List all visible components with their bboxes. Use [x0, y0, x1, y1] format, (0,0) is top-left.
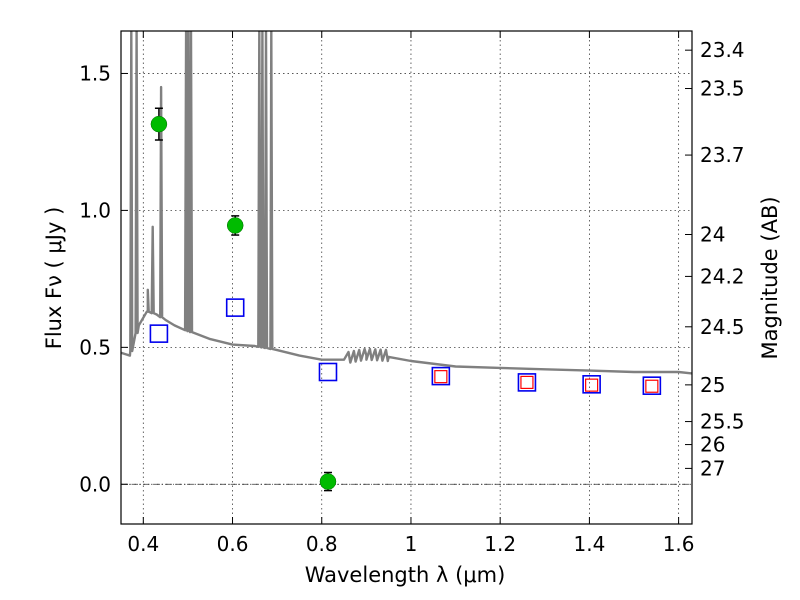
- data-points-layer: [149, 107, 662, 492]
- model-flux-small-square: [520, 375, 534, 389]
- model-flux-small-square: [434, 370, 448, 384]
- y-tick-label: 1.0: [79, 198, 111, 222]
- right-axis-label: Magnitude (AB): [758, 196, 782, 359]
- x-axis-label: Wavelength λ (μm): [305, 563, 506, 587]
- model-flux-square: [431, 366, 451, 386]
- y-tick-label: 1.5: [79, 61, 111, 85]
- y-axis-ticks: 0.0 0.5 1.0 1.5: [79, 61, 128, 496]
- right-tick-label: 25.5: [700, 410, 745, 434]
- model-flux-small-square: [645, 379, 659, 393]
- plot-area: [121, 31, 692, 524]
- model-flux-square: [149, 324, 169, 343]
- y-tick-label: 0.0: [79, 472, 111, 496]
- y-axis-label: Flux Fν ( μJy ): [42, 207, 66, 350]
- model-flux-square: [642, 376, 662, 395]
- x-tick-label: 1.2: [484, 532, 516, 556]
- observed-flux-point: [226, 217, 244, 234]
- observed-flux-point: [150, 115, 168, 133]
- model-spectrum-line: [121, 31, 692, 375]
- right-tick-label: 27: [700, 456, 725, 480]
- x-tick-label: 0.4: [127, 532, 159, 556]
- model-flux-square: [318, 362, 338, 382]
- plot-frame: [120, 30, 693, 525]
- right-tick-label: 23.5: [700, 77, 745, 101]
- observed-flux-point: [319, 473, 337, 490]
- model-flux-square: [517, 373, 537, 392]
- x-tick-label: 1.6: [663, 532, 695, 556]
- right-tick-label: 24.2: [700, 264, 745, 288]
- right-tick-label: 24: [700, 222, 725, 246]
- x-tick-label: 0.8: [306, 532, 338, 556]
- x-tick-label: 1: [405, 532, 418, 556]
- model-flux-small-square: [585, 378, 599, 392]
- x-axis-ticks: 0.4 0.6 0.8 1 1.2 1.4 1.6: [127, 31, 695, 556]
- right-tick-label: 23.7: [700, 143, 745, 167]
- right-tick-label: 26: [700, 433, 725, 457]
- right-tick-label: 23.4: [700, 38, 745, 62]
- model-flux-square: [582, 375, 601, 394]
- x-tick-label: 1.4: [573, 532, 605, 556]
- right-tick-label: 24.5: [700, 315, 745, 339]
- right-tick-label: 25: [700, 373, 725, 397]
- model-flux-square: [225, 298, 245, 317]
- spectrum-layer: [121, 31, 692, 375]
- grid-lines: [121, 31, 692, 524]
- y-tick-label: 0.5: [79, 335, 111, 359]
- x-tick-label: 0.6: [217, 532, 249, 556]
